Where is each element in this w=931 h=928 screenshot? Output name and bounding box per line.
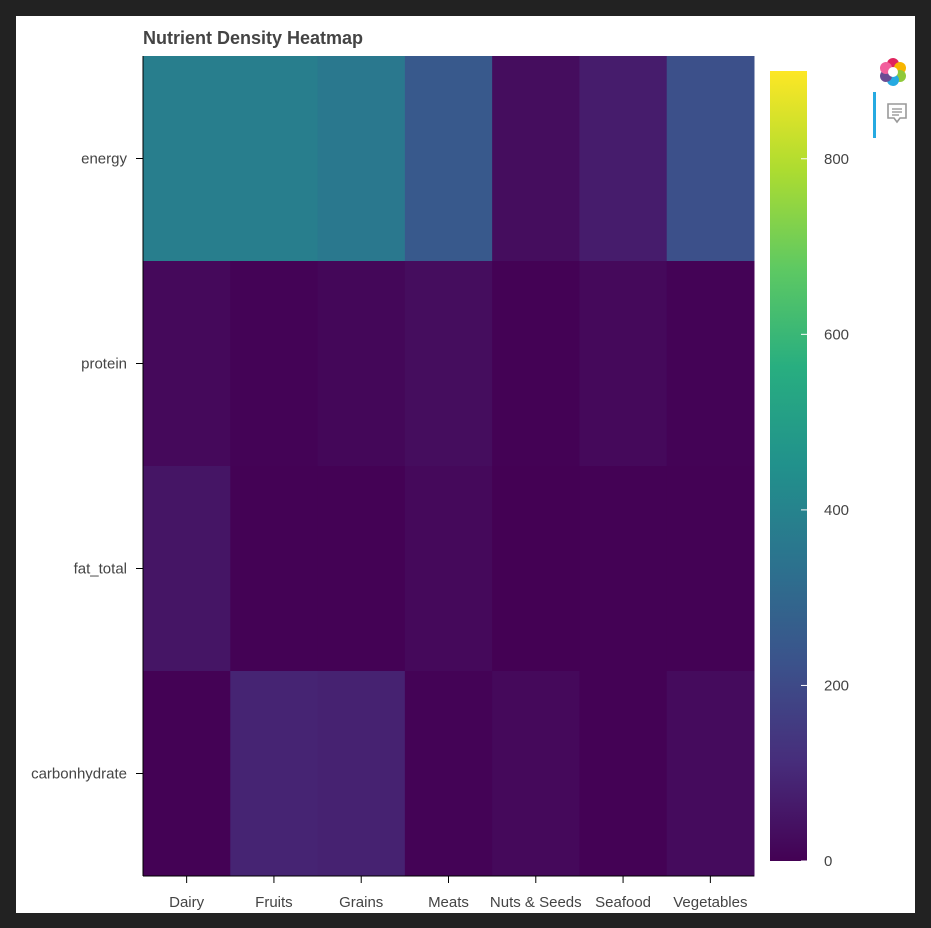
colorbar-tick-label: 200: [824, 677, 849, 694]
heatmap-cell-protein-nuts-seeds[interactable]: [492, 261, 580, 467]
plot-toolbar: [871, 56, 915, 156]
hover-tool-icon: [887, 103, 907, 124]
colorbar: [770, 71, 807, 861]
heatmap-cell-fat_total-vegetables[interactable]: [666, 466, 755, 672]
heatmap-cell-carbonhydrate-grains[interactable]: [317, 671, 406, 877]
heatmap-cell-protein-grains[interactable]: [317, 261, 406, 467]
chart-title: Nutrient Density Heatmap: [143, 28, 363, 48]
heatmap-cell-protein-meats[interactable]: [404, 261, 493, 467]
heatmap-cell-protein-seafood[interactable]: [579, 261, 668, 467]
heatmap-cell-energy-vegetables[interactable]: [666, 56, 755, 262]
heatmap-cell-carbonhydrate-dairy[interactable]: [143, 671, 231, 877]
y-tick-label: energy: [81, 151, 127, 168]
heatmap-cell-fat_total-nuts-seeds[interactable]: [492, 466, 580, 672]
heatmap-cell-energy-fruits[interactable]: [230, 56, 319, 262]
heatmap-cell-energy-grains[interactable]: [317, 56, 406, 262]
bokeh-logo-icon[interactable]: [877, 56, 909, 88]
x-tick-label: Grains: [339, 894, 383, 911]
heatmap-cell-carbonhydrate-vegetables[interactable]: [666, 671, 755, 877]
y-tick-label: carbonhydrate: [31, 766, 127, 783]
heatmap-cell-carbonhydrate-meats[interactable]: [404, 671, 493, 877]
y-tick-label: protein: [81, 356, 127, 373]
x-tick-label: Dairy: [169, 894, 205, 911]
heatmap-cell-fat_total-grains[interactable]: [317, 466, 406, 672]
heatmap-cell-energy-nuts-seeds[interactable]: [492, 56, 580, 262]
y-tick-label: fat_total: [74, 561, 127, 578]
colorbar-tick-label: 600: [824, 326, 849, 343]
colorbar-tick-label: 800: [824, 151, 849, 168]
x-tick-label: Fruits: [255, 894, 293, 911]
heatmap-cell-fat_total-seafood[interactable]: [579, 466, 668, 672]
heatmap-cell-fat_total-meats[interactable]: [404, 466, 493, 672]
heatmap-cell-carbonhydrate-nuts-seeds[interactable]: [492, 671, 580, 877]
heatmap-cell-energy-dairy[interactable]: [143, 56, 231, 262]
heatmap-chart: Nutrient Density Heatmap energy protein fa…: [31, 28, 849, 911]
x-tick-label: Nuts & Seeds: [490, 894, 582, 911]
heatmap-cell-protein-vegetables[interactable]: [666, 261, 755, 467]
heatmap-cell-energy-seafood[interactable]: [579, 56, 668, 262]
x-tick-label: Vegetables: [673, 894, 747, 911]
figure-frame: Nutrient Density Heatmap energy protein fa…: [16, 16, 915, 913]
heatmap-cell-fat_total-dairy[interactable]: [143, 466, 231, 672]
heatmap-cell-fat_total-fruits[interactable]: [230, 466, 319, 672]
colorbar-tick-label: 400: [824, 502, 849, 519]
hover-tool-button[interactable]: [873, 92, 913, 138]
heatmap-cell-energy-meats[interactable]: [404, 56, 493, 262]
x-tick-label: Seafood: [595, 894, 651, 911]
heatmap-cell-carbonhydrate-fruits[interactable]: [230, 671, 319, 877]
x-tick-label: Meats: [428, 894, 469, 911]
heatmap-cell-protein-fruits[interactable]: [230, 261, 319, 467]
heatmap-cell-protein-dairy[interactable]: [143, 261, 231, 467]
colorbar-tick-label: 0: [824, 853, 832, 870]
heatmap-cell-carbonhydrate-seafood[interactable]: [579, 671, 668, 877]
